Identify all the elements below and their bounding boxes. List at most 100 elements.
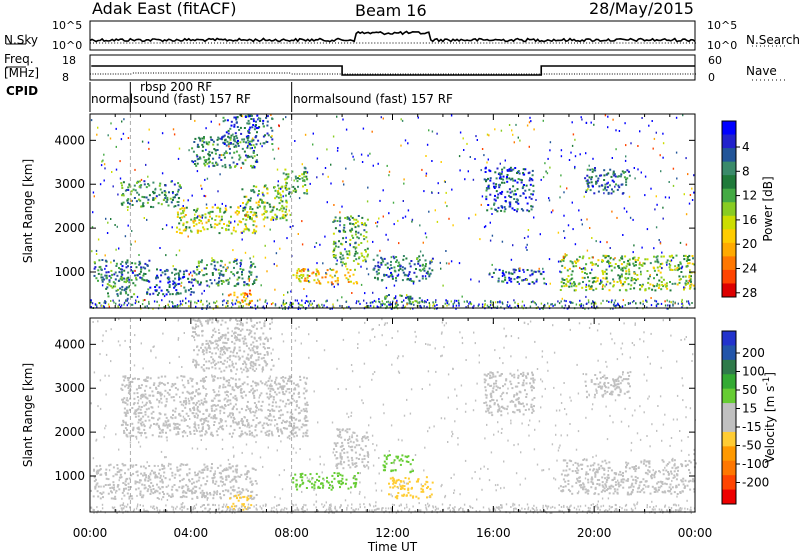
data-cell xyxy=(172,396,175,398)
data-cell xyxy=(247,144,250,147)
data-cell xyxy=(336,220,339,222)
data-cell xyxy=(205,320,207,323)
ground-cell xyxy=(672,300,674,303)
data-cell xyxy=(168,478,171,481)
ground-cell xyxy=(123,301,126,304)
noise-cell xyxy=(111,171,113,173)
data-cell xyxy=(143,279,146,282)
data-cell xyxy=(177,431,180,434)
ground-cell xyxy=(174,305,176,308)
data-cell xyxy=(206,468,209,471)
noise-cell xyxy=(579,266,581,269)
data-cell xyxy=(224,397,227,400)
data-cell xyxy=(181,391,184,394)
noise-cell xyxy=(143,217,145,219)
data-cell xyxy=(255,214,258,217)
data-cell xyxy=(265,392,268,395)
data-cell xyxy=(600,280,603,283)
data-cell xyxy=(221,353,224,356)
data-cell xyxy=(237,211,240,214)
data-cell xyxy=(610,264,613,267)
data-cell xyxy=(148,419,151,422)
data-cell xyxy=(531,281,534,284)
data-cell xyxy=(224,489,227,492)
data-cell xyxy=(425,263,427,265)
data-cell xyxy=(217,361,220,364)
data-cell xyxy=(577,259,580,262)
data-cell xyxy=(145,476,148,479)
data-cell xyxy=(176,216,179,218)
noise-cell xyxy=(614,185,616,188)
data-cell xyxy=(178,486,181,489)
data-cell xyxy=(294,190,297,193)
data-cell xyxy=(239,493,242,496)
data-cell xyxy=(279,194,282,196)
data-cell xyxy=(288,187,291,190)
data-cell xyxy=(246,433,248,436)
noise-cell xyxy=(241,115,244,118)
data-cell xyxy=(117,279,120,282)
data-cell xyxy=(682,275,685,278)
noise-cell xyxy=(165,224,168,227)
data-cell xyxy=(128,381,131,384)
ground-cell xyxy=(614,299,617,302)
data-cell xyxy=(234,403,237,406)
data-cell xyxy=(241,271,243,273)
noise-cell xyxy=(519,267,521,270)
data-cell xyxy=(142,394,145,397)
data-cell xyxy=(161,468,164,470)
noise-cell xyxy=(685,254,687,257)
data-cell xyxy=(388,294,390,296)
data-cell xyxy=(199,230,202,233)
data-cell xyxy=(183,209,186,212)
data-cell xyxy=(136,427,139,430)
data-cell xyxy=(264,431,267,434)
data-cell xyxy=(252,467,255,470)
data-cell xyxy=(234,144,237,147)
ground-cell xyxy=(681,302,683,305)
data-cell xyxy=(185,269,188,272)
noise-cell xyxy=(303,270,305,272)
ground-cell xyxy=(369,301,372,304)
data-cell xyxy=(601,288,604,290)
data-cell xyxy=(378,266,381,269)
ground-cell xyxy=(609,307,612,310)
ground-cell xyxy=(514,306,516,309)
noise-cell xyxy=(252,157,254,159)
data-cell xyxy=(170,488,173,491)
data-cell xyxy=(108,483,111,486)
data-cell xyxy=(193,416,196,419)
data-cell xyxy=(295,400,298,403)
data-cell xyxy=(217,206,219,209)
data-cell xyxy=(250,261,253,264)
noise-cell xyxy=(571,121,573,124)
noise-cell xyxy=(421,168,423,171)
ground-cell xyxy=(539,307,541,310)
noise-cell xyxy=(518,282,520,285)
data-cell xyxy=(128,497,131,500)
ground-cell xyxy=(284,302,286,305)
data-cell xyxy=(142,203,144,206)
noise-cell xyxy=(689,194,692,196)
data-cell xyxy=(649,275,651,278)
noise-cell xyxy=(431,191,433,194)
data-cell xyxy=(243,228,246,231)
data-cell xyxy=(240,321,242,324)
data-cell xyxy=(179,216,182,219)
data-cell xyxy=(354,268,356,271)
noise-cell xyxy=(476,139,478,141)
data-cell xyxy=(428,267,431,270)
ground-cell xyxy=(249,300,251,302)
data-cell xyxy=(315,273,317,275)
ground-cell xyxy=(587,299,590,302)
data-cell xyxy=(604,256,607,259)
data-cell xyxy=(204,346,207,349)
noise-cell xyxy=(662,217,664,220)
ground-cell xyxy=(123,303,125,306)
data-cell xyxy=(250,343,253,346)
noise-cell xyxy=(585,283,587,286)
data-cell xyxy=(233,389,236,392)
data-cell xyxy=(138,387,141,389)
data-cell xyxy=(172,280,175,283)
data-cell xyxy=(246,139,249,142)
